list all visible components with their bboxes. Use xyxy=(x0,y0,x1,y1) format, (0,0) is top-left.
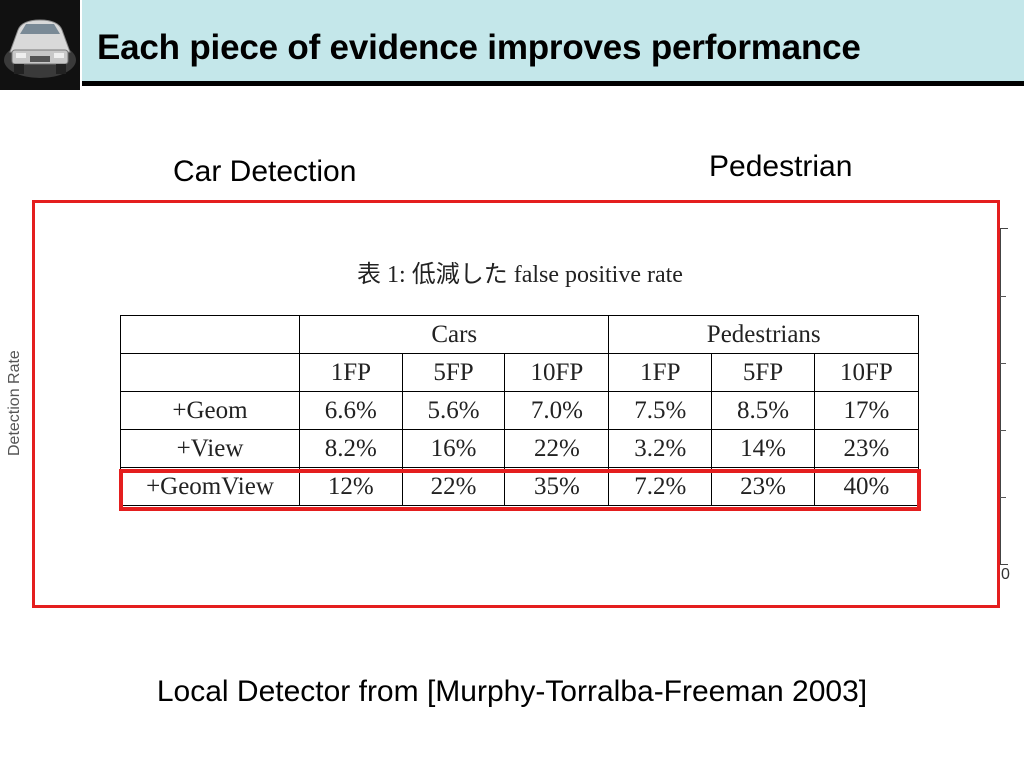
table-cell: 5.6% xyxy=(401,391,506,430)
row-label: +GeomView xyxy=(120,467,300,506)
table-cell: 40% xyxy=(813,467,920,506)
slide-title: Each piece of evidence improves performa… xyxy=(97,28,861,67)
detection-rate-axis-label: Detection Rate xyxy=(6,350,23,456)
column-header: 10FP xyxy=(813,353,920,392)
table-cell: 35% xyxy=(504,467,610,506)
table-cell: 16% xyxy=(401,429,506,468)
table-column-header-row: 1FP 5FP 10FP 1FP 5FP 10FP xyxy=(120,353,920,392)
background-chart-tick xyxy=(1000,296,1006,297)
table-cell: 22% xyxy=(401,467,506,506)
table-cell: 3.2% xyxy=(608,429,713,468)
footer-citation: Local Detector from [Murphy-Torralba-Fre… xyxy=(156,675,868,708)
table-corner-cell xyxy=(120,315,300,354)
column-header: 5FP xyxy=(401,353,506,392)
table-row-highlighted: +GeomView 12% 22% 35% 7.2% 23% 40% xyxy=(120,467,920,506)
table-caption: 表 1: 低減した false positive rate xyxy=(357,262,683,288)
table-row: +View 8.2% 16% 22% 3.2% 14% 23% xyxy=(120,429,920,468)
table-cell: 7.0% xyxy=(504,391,610,430)
column-header: 5FP xyxy=(711,353,815,392)
table-cell: 7.5% xyxy=(608,391,713,430)
title-bar: Each piece of evidence improves performa… xyxy=(82,0,1024,86)
table-row: +Geom 6.6% 5.6% 7.0% 7.5% 8.5% 17% xyxy=(120,391,920,430)
column-header: 10FP xyxy=(504,353,610,392)
row-label: +Geom xyxy=(120,391,300,430)
row-label: +View xyxy=(120,429,300,468)
table-cell: 17% xyxy=(813,391,920,430)
table-cell: 14% xyxy=(711,429,815,468)
background-chart-tick xyxy=(1000,363,1006,364)
table-cell: 8.5% xyxy=(711,391,815,430)
false-positive-table: Cars Pedestrians 1FP 5FP 10FP 1FP 5FP 10… xyxy=(120,315,920,506)
column-header: 1FP xyxy=(608,353,713,392)
table-cell: 23% xyxy=(711,467,815,506)
pedestrian-label: Pedestrian xyxy=(709,150,853,183)
table-corner-cell xyxy=(120,353,300,392)
background-chart-tick xyxy=(1000,430,1006,431)
column-header: 1FP xyxy=(299,353,403,392)
car-detection-label: Car Detection xyxy=(173,155,357,188)
table-cell: 22% xyxy=(504,429,610,468)
group-header-cars: Cars xyxy=(298,315,610,354)
table-cell: 6.6% xyxy=(299,391,403,430)
table-cell: 23% xyxy=(813,429,920,468)
background-chart-tick xyxy=(1000,497,1006,498)
background-chart-edge xyxy=(1000,228,1008,565)
background-chart-zero-tick: 0 xyxy=(1001,566,1010,583)
car-thumbnail xyxy=(0,0,80,90)
table-group-header-row: Cars Pedestrians xyxy=(120,315,919,354)
table-cell: 8.2% xyxy=(299,429,403,468)
table-cell: 12% xyxy=(299,467,403,506)
table-cell: 7.2% xyxy=(608,467,713,506)
highlight-row-box xyxy=(119,469,921,511)
group-header-pedestrians: Pedestrians xyxy=(608,315,919,354)
